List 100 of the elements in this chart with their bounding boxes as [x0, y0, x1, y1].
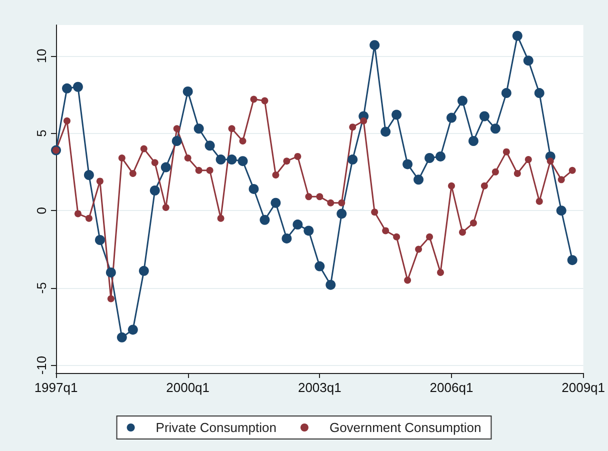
- point: [160, 162, 171, 172]
- point: [238, 156, 248, 166]
- point: [480, 182, 488, 190]
- point: [468, 136, 478, 146]
- point: [72, 82, 83, 92]
- point: [546, 158, 554, 165]
- point: [216, 154, 226, 165]
- point: [370, 40, 380, 50]
- point: [446, 112, 456, 123]
- y-tick-label: 5: [34, 130, 49, 137]
- point: [182, 86, 193, 97]
- y-tick-label: -5: [34, 282, 49, 294]
- point: [393, 233, 400, 240]
- point: [292, 220, 303, 230]
- point: [107, 295, 114, 302]
- point: [424, 153, 435, 164]
- point: [128, 324, 138, 335]
- x-tick-label: 2000q1: [166, 380, 210, 395]
- y-tick-label: -10: [34, 356, 49, 375]
- y-tick-label: 10: [34, 48, 49, 64]
- point: [206, 166, 214, 174]
- legend-label: Private Consumption: [156, 420, 276, 435]
- point: [106, 267, 116, 278]
- point: [282, 233, 292, 244]
- point: [536, 198, 543, 205]
- point: [239, 138, 246, 144]
- point: [558, 176, 565, 184]
- point: [327, 199, 334, 206]
- point: [260, 214, 270, 225]
- point: [63, 117, 70, 124]
- point: [138, 266, 149, 276]
- point: [380, 126, 391, 137]
- point: [250, 96, 258, 103]
- point: [415, 246, 422, 253]
- point: [382, 227, 390, 234]
- point: [228, 125, 236, 132]
- point: [184, 154, 192, 162]
- point: [305, 193, 312, 200]
- point: [118, 154, 126, 162]
- point: [151, 159, 158, 166]
- point: [270, 198, 281, 208]
- point: [402, 159, 413, 170]
- point: [316, 193, 324, 200]
- point: [457, 96, 468, 106]
- point: [195, 166, 202, 174]
- point: [172, 136, 182, 146]
- point: [226, 154, 237, 165]
- point: [567, 255, 578, 266]
- point: [502, 148, 510, 156]
- point: [272, 172, 280, 179]
- point: [523, 56, 534, 66]
- point: [458, 228, 466, 236]
- point: [348, 154, 358, 165]
- point: [512, 30, 522, 41]
- point: [336, 208, 347, 219]
- legend-label: Government Consumption: [329, 420, 482, 435]
- point: [129, 170, 136, 177]
- point: [437, 268, 444, 276]
- point: [404, 276, 412, 284]
- y-tick-label: 0: [34, 206, 49, 214]
- x-tick-label: 2006q1: [430, 380, 474, 395]
- x-tick-label: 2003q1: [298, 380, 342, 395]
- point: [116, 332, 127, 342]
- x-tick-label: 1997q1: [34, 380, 78, 395]
- point: [470, 219, 477, 226]
- point: [534, 88, 544, 98]
- point: [85, 214, 92, 222]
- point: [360, 117, 368, 124]
- point: [194, 124, 204, 134]
- point: [568, 166, 576, 174]
- point: [304, 226, 314, 236]
- point: [94, 234, 105, 245]
- point: [426, 233, 434, 240]
- point: [392, 110, 402, 120]
- point: [448, 182, 455, 190]
- point: [248, 184, 259, 194]
- point: [84, 170, 94, 180]
- point: [314, 261, 325, 272]
- point: [62, 83, 72, 94]
- point: [338, 199, 346, 206]
- point: [140, 145, 148, 152]
- point: [479, 111, 490, 122]
- point: [283, 158, 290, 165]
- point: [162, 204, 170, 212]
- point: [96, 178, 104, 185]
- point: [501, 88, 512, 98]
- x-tick-label: 2009q1: [562, 380, 606, 395]
- point: [349, 124, 356, 131]
- point: [556, 206, 566, 216]
- point: [524, 156, 532, 164]
- point: [326, 280, 336, 290]
- point: [490, 124, 500, 134]
- point: [217, 214, 224, 222]
- point: [436, 151, 446, 162]
- point: [294, 152, 302, 160]
- point: [261, 97, 268, 104]
- point: [74, 210, 82, 218]
- point: [150, 185, 160, 196]
- point: [514, 170, 521, 177]
- point: [492, 168, 499, 176]
